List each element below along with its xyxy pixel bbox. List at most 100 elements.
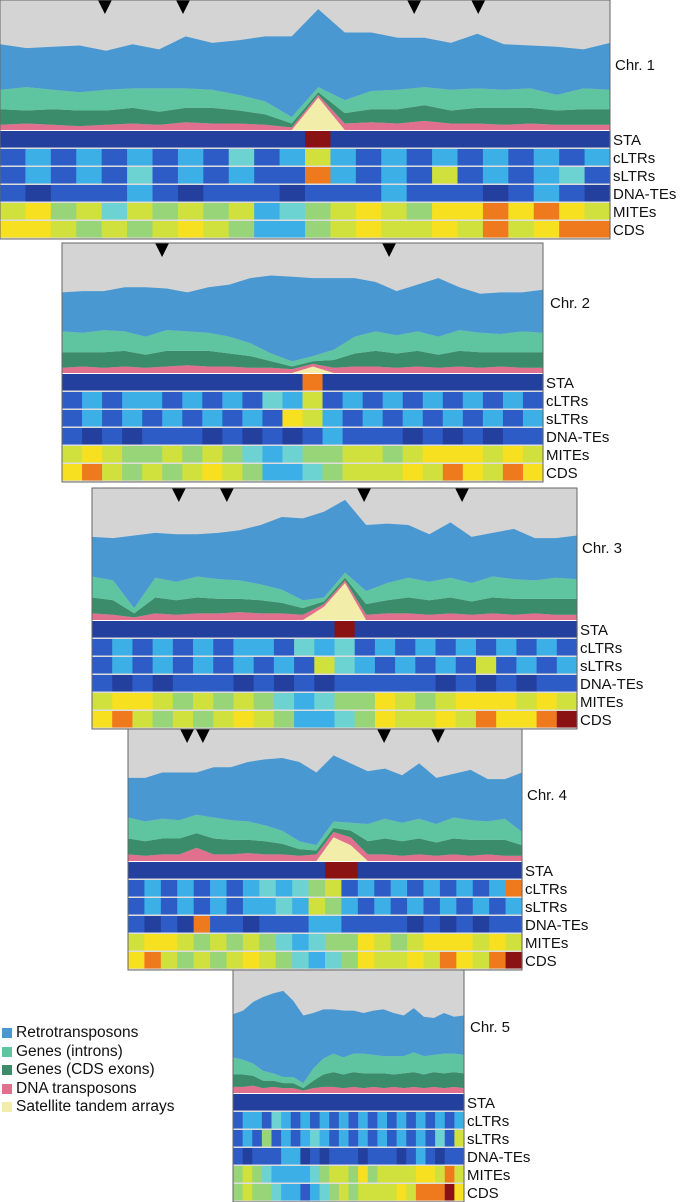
heatmap-cell: [281, 1130, 292, 1147]
heatmap-cell: [132, 711, 154, 728]
heatmap-cell: [395, 639, 416, 656]
heatmap-cell: [132, 675, 154, 692]
heatmap-cell: [415, 1148, 427, 1165]
heatmap-cell: [559, 131, 586, 148]
heatmap-cell: [302, 464, 324, 481]
heatmap-cell: [342, 464, 364, 481]
marker-triangle: [176, 0, 190, 14]
heatmap-cell: [516, 675, 538, 692]
heatmap-cell: [242, 410, 264, 427]
heatmap-cell: [341, 898, 359, 915]
heatmap-cell: [435, 621, 457, 638]
marker-triangle: [219, 488, 234, 502]
heatmap-cell: [102, 446, 123, 463]
heatmap-cell: [282, 374, 304, 391]
heatmap-cell: [242, 898, 260, 915]
heatmap-cell: [254, 131, 281, 148]
heatmap-cell: [228, 149, 255, 166]
heatmap-cell: [0, 221, 27, 238]
heatmap-cell: [407, 916, 425, 933]
heatmap-cell: [259, 916, 277, 933]
heatmap-cell: [253, 693, 275, 710]
track-label: STA: [613, 132, 641, 149]
heatmap-cell: [330, 185, 357, 202]
heatmap-cell: [482, 167, 509, 184]
heatmap-cell: [25, 221, 52, 238]
marker-triangle: [455, 488, 470, 502]
heatmap-cell: [172, 621, 194, 638]
heatmap-cell: [435, 1112, 446, 1129]
heatmap-cell: [482, 446, 504, 463]
heatmap-cell: [127, 167, 154, 184]
marker-triangle: [155, 243, 170, 257]
heatmap-cell: [396, 1184, 407, 1201]
heatmap-cell: [508, 185, 535, 202]
heatmap-cell: [367, 1130, 378, 1147]
heatmap-cell: [128, 898, 146, 915]
heatmap-cell: [25, 203, 52, 220]
heatmap-cell: [390, 952, 408, 969]
heatmap-cell: [254, 203, 281, 220]
area-layer-sta: [92, 583, 577, 620]
heatmap-cell: [367, 1112, 378, 1129]
heatmap-cell: [142, 446, 163, 463]
heatmap-cell: [177, 221, 204, 238]
heatmap-cell: [455, 693, 477, 710]
heatmap-cell: [396, 1112, 407, 1129]
heatmap-cell: [415, 1094, 427, 1111]
heatmap-cell: [282, 392, 304, 409]
heatmap-cell: [271, 1148, 282, 1165]
heatmap-cell: [502, 374, 524, 391]
heatmap-cell: [377, 1166, 388, 1183]
heatmap-cell: [273, 621, 295, 638]
legend-item: Retrotransposons: [2, 1024, 175, 1043]
heatmap-cell: [505, 934, 523, 951]
heatmap-cell: [226, 880, 244, 897]
heatmap-cell: [92, 657, 113, 674]
heatmap-cell: [252, 1148, 263, 1165]
heatmap-cell: [556, 693, 578, 710]
heatmap-cell: [406, 221, 433, 238]
heatmap-cell: [322, 446, 344, 463]
track-label: DNA-TEs: [546, 429, 609, 446]
heatmap-cell: [213, 621, 235, 638]
heatmap-cell: [559, 203, 586, 220]
heatmap-cell: [334, 711, 356, 728]
heatmap-cell: [330, 167, 357, 184]
heatmap-cell: [193, 657, 214, 674]
heatmap-cell: [152, 657, 174, 674]
heatmap-cell: [472, 916, 490, 933]
heatmap-cell: [358, 1166, 369, 1183]
heatmap-cell: [348, 1130, 359, 1147]
heatmap-cell: [122, 464, 143, 481]
heatmap-cell: [193, 675, 214, 692]
heatmap-cell: [233, 693, 255, 710]
heatmap-cell: [92, 711, 113, 728]
heatmap-cell: [182, 464, 203, 481]
heatmap-cell: [281, 1094, 292, 1111]
heatmap-cell: [456, 934, 474, 951]
heatmap-cell: [381, 185, 408, 202]
heatmap-cell: [310, 1130, 321, 1147]
heatmap-cell: [338, 1130, 350, 1147]
heatmap-cell: [390, 916, 408, 933]
heatmap-cell: [456, 916, 474, 933]
heatmap-cell: [102, 374, 123, 391]
heatmap-cell: [252, 1166, 263, 1183]
heatmap-cell: [374, 952, 392, 969]
heatmap-cell: [213, 693, 235, 710]
heatmap-cell: [442, 464, 464, 481]
heatmap-cell: [0, 167, 27, 184]
heatmap-cell: [226, 898, 244, 915]
heatmap-cell: [402, 392, 424, 409]
heatmap-cell: [202, 428, 223, 445]
heatmap-cell: [177, 916, 195, 933]
heatmap-cell: [382, 428, 404, 445]
marker-triangle: [377, 729, 392, 743]
heatmap-cell: [496, 639, 517, 656]
heatmap-cell: [516, 639, 538, 656]
heatmap-cell: [319, 1130, 330, 1147]
heatmap-cell: [382, 410, 404, 427]
heatmap-cell: [358, 1148, 369, 1165]
